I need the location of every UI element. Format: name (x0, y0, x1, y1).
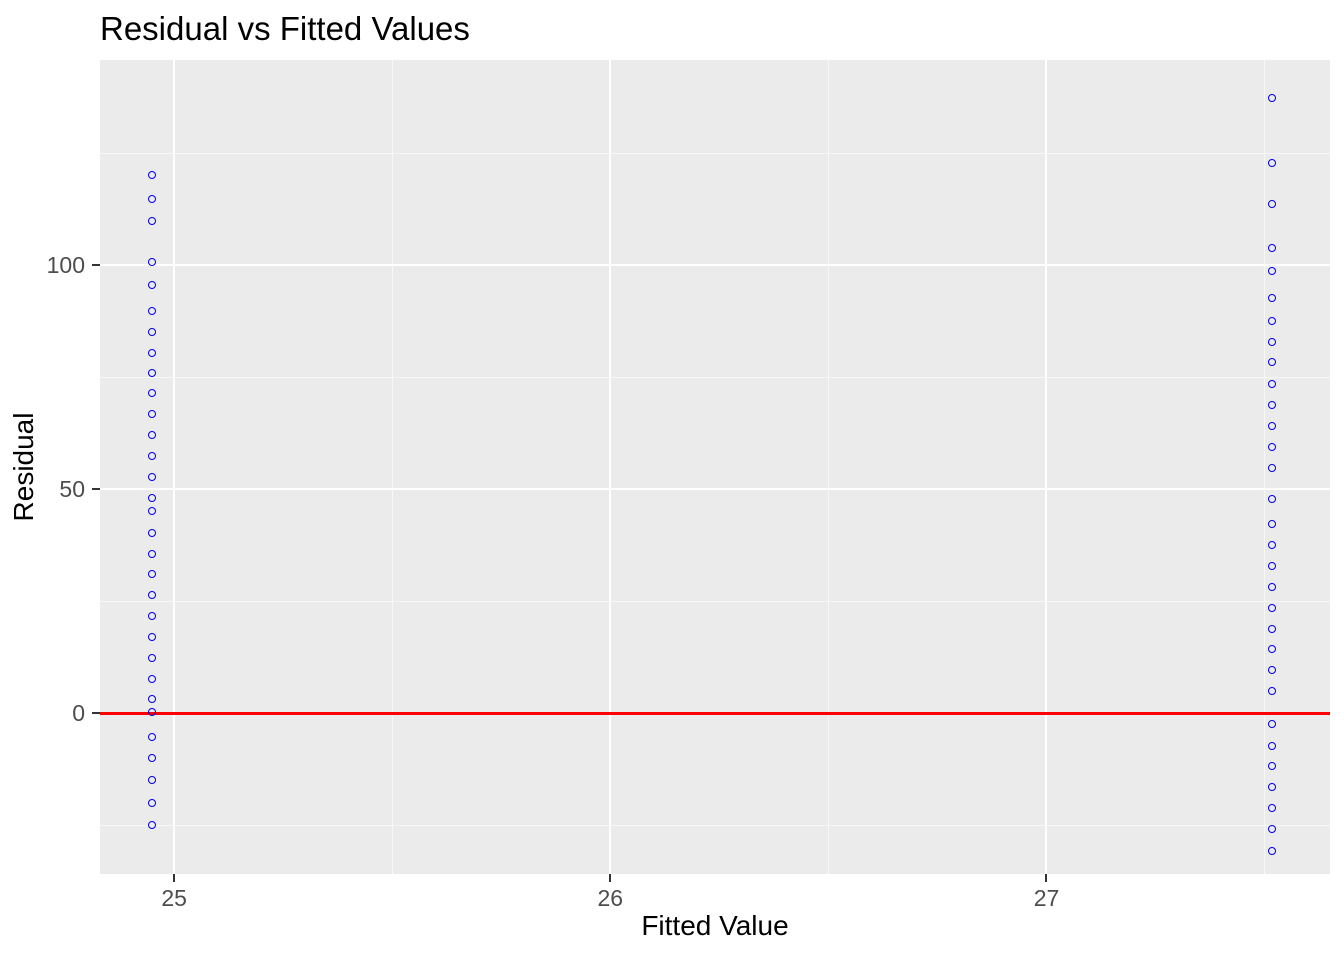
data-point (147, 306, 156, 315)
data-point (147, 674, 156, 683)
x-tick-mark (609, 874, 612, 882)
data-point (1268, 443, 1277, 452)
data-point (147, 472, 156, 481)
data-point (147, 695, 156, 704)
x-minor-gridline (1264, 60, 1266, 874)
data-point (1268, 463, 1277, 472)
data-point (147, 707, 156, 716)
x-major-gridline (1045, 60, 1048, 874)
data-point (147, 171, 156, 180)
y-axis-title: Residual (8, 412, 39, 522)
data-point (1268, 803, 1277, 812)
y-minor-gridline (100, 152, 1330, 154)
y-minor-gridline (100, 600, 1330, 602)
data-point (1268, 847, 1277, 856)
data-point (147, 528, 156, 537)
data-point (147, 798, 156, 807)
x-major-gridline (609, 60, 612, 874)
x-axis-title: Fitted Value (641, 910, 789, 941)
data-point (147, 753, 156, 762)
data-point (1268, 561, 1277, 570)
data-point (1268, 762, 1277, 771)
plot-title: Residual vs Fitted Values (100, 10, 470, 47)
data-point (147, 216, 156, 225)
zero-residual-line (100, 711, 1330, 715)
data-point (147, 821, 156, 830)
data-point (1268, 401, 1277, 410)
data-point (1268, 520, 1277, 529)
data-point (1268, 494, 1277, 503)
data-point (1268, 720, 1277, 729)
y-minor-gridline (100, 824, 1330, 826)
data-point (1268, 200, 1277, 209)
y-tick-label: 50 (59, 476, 85, 503)
x-tick-label: 26 (597, 885, 624, 911)
y-tick-mark (92, 264, 100, 267)
data-point (147, 258, 156, 267)
data-point (147, 612, 156, 621)
data-point (1268, 380, 1277, 389)
x-tick-label: 25 (161, 885, 187, 911)
x-tick-mark (173, 874, 176, 882)
x-minor-gridline (827, 60, 829, 874)
y-tick-label: 100 (46, 252, 85, 279)
data-point (1268, 358, 1277, 367)
data-point (1268, 603, 1277, 612)
data-point (1268, 337, 1277, 346)
y-tick-label: 0 (72, 700, 85, 727)
data-point (1268, 783, 1277, 792)
data-point (1268, 741, 1277, 750)
data-point (147, 775, 156, 784)
data-point (147, 507, 156, 516)
data-point (147, 431, 156, 440)
data-point (147, 591, 156, 600)
data-point (1268, 686, 1277, 695)
data-point (147, 368, 156, 377)
data-point (1268, 645, 1277, 654)
data-point (1268, 317, 1277, 326)
data-point (147, 194, 156, 203)
data-point (147, 389, 156, 398)
data-point (147, 452, 156, 461)
data-point (1268, 93, 1277, 102)
data-point (1268, 582, 1277, 591)
data-point (147, 549, 156, 558)
data-point (1268, 243, 1277, 252)
data-point (147, 328, 156, 337)
data-point (147, 281, 156, 290)
data-point (1268, 158, 1277, 167)
data-point (1268, 293, 1277, 302)
data-point (1268, 541, 1277, 550)
data-point (147, 348, 156, 357)
data-point (1268, 422, 1277, 431)
data-point (1268, 666, 1277, 675)
data-point (1268, 824, 1277, 833)
plot-panel (100, 60, 1330, 874)
x-major-gridline (173, 60, 176, 874)
data-point (147, 633, 156, 642)
data-point (147, 653, 156, 662)
data-point (1268, 267, 1277, 276)
y-major-gridline (100, 488, 1330, 491)
x-minor-gridline (391, 60, 393, 874)
data-point (147, 570, 156, 579)
y-tick-mark (92, 488, 100, 491)
x-tick-label: 27 (1033, 885, 1060, 911)
data-point (147, 410, 156, 419)
data-point (147, 733, 156, 741)
x-tick-mark (1045, 874, 1048, 882)
data-point (147, 493, 156, 502)
y-major-gridline (100, 264, 1330, 267)
data-point (1268, 624, 1277, 633)
y-minor-gridline (100, 376, 1330, 378)
y-tick-mark (92, 712, 100, 715)
